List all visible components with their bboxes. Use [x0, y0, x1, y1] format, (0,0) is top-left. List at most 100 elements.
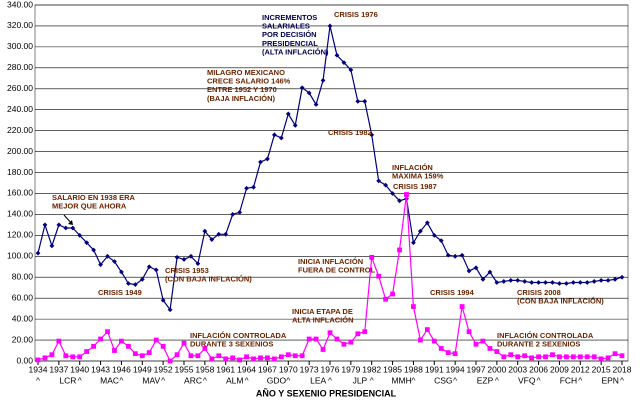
point — [383, 182, 389, 188]
point — [153, 337, 159, 343]
point — [98, 262, 103, 268]
point — [202, 228, 208, 234]
point — [146, 350, 152, 356]
annotation: INFLACIÓN CONTROLADA — [190, 331, 287, 340]
point — [550, 352, 555, 358]
point — [271, 356, 277, 362]
point — [355, 98, 361, 104]
point — [84, 349, 90, 354]
sexenio-marker: ^ — [286, 375, 290, 385]
point — [230, 212, 236, 217]
point — [292, 123, 298, 128]
point — [501, 279, 507, 284]
point — [63, 353, 69, 359]
sexenio-marker: ^ — [537, 375, 541, 385]
sexenio-marker: ^ — [495, 375, 499, 385]
point — [466, 268, 472, 274]
point — [271, 132, 277, 138]
sexenio-label: JLP — [353, 375, 368, 385]
sexenio-label: ARC — [184, 375, 202, 385]
annotation: INFLACIÓN — [392, 163, 433, 172]
plot-area — [34, 4, 629, 362]
point — [195, 353, 201, 359]
x-tick-label: 1949 — [133, 364, 152, 374]
point — [174, 254, 180, 260]
point — [313, 102, 319, 107]
x-tick-label: 1997 — [467, 364, 486, 374]
sexenio-marker: ^ — [370, 375, 374, 385]
annotation: SALARIO EN 1938 ERA — [52, 193, 136, 202]
annotation: CRISIS 1949 — [98, 288, 142, 297]
point — [202, 346, 208, 351]
point — [320, 77, 326, 83]
y-tick-label: 80.00 — [12, 271, 34, 281]
point — [501, 354, 507, 360]
point — [522, 353, 528, 359]
point — [598, 277, 604, 283]
sexenio-label: EPN — [601, 375, 618, 385]
point — [577, 280, 583, 285]
point — [63, 225, 69, 231]
point — [390, 191, 395, 196]
point — [508, 352, 514, 358]
point — [77, 232, 83, 238]
point — [320, 347, 326, 352]
point — [112, 259, 117, 264]
point — [251, 356, 256, 362]
sexenio-label: MMH — [391, 375, 411, 385]
annotation: POR DECISIÓN — [262, 30, 317, 39]
point — [139, 353, 145, 359]
point — [119, 269, 124, 275]
point — [334, 336, 340, 342]
point — [285, 352, 291, 358]
point — [424, 327, 430, 332]
point — [591, 279, 597, 284]
x-tick-label: 2006 — [529, 364, 548, 374]
sexenio-label: GDO — [267, 375, 287, 385]
point — [278, 135, 284, 141]
point — [181, 257, 187, 262]
point — [522, 279, 528, 284]
point — [334, 52, 340, 58]
x-tick-label: 1964 — [237, 364, 256, 374]
point — [411, 304, 416, 309]
sexenio-label: FCH — [560, 375, 577, 385]
point — [265, 355, 270, 361]
point — [563, 354, 569, 360]
annotation: CRISIS 1976 — [334, 10, 378, 19]
x-tick-label: 1985 — [383, 364, 402, 374]
point — [557, 354, 562, 360]
x-tick-label: 1979 — [341, 364, 360, 374]
point — [84, 240, 90, 246]
y-tick-label: 140.00 — [7, 209, 33, 219]
sexenio-marker: ^ — [453, 375, 457, 385]
point — [91, 343, 97, 349]
point — [473, 265, 479, 271]
point — [35, 250, 41, 256]
point — [438, 238, 444, 243]
annotation: CRISIS 2008 — [517, 288, 561, 297]
point — [536, 354, 541, 360]
point — [188, 353, 194, 359]
point — [348, 339, 354, 345]
x-tick-label: 1994 — [446, 364, 465, 374]
x-tick-label: 1958 — [195, 364, 214, 374]
y-tick-label: 300.00 — [7, 41, 33, 51]
point — [160, 343, 166, 349]
x-tick-label: 2000 — [487, 364, 506, 374]
x-tick-label: 1955 — [175, 364, 194, 374]
x-tick-label: 1940 — [70, 364, 89, 374]
point — [146, 264, 152, 270]
sexenio-label: EZP — [477, 375, 494, 385]
annotation: INFLACIÓN CONTROLADA — [497, 331, 594, 340]
point — [411, 240, 416, 246]
point — [417, 228, 423, 234]
sexenio-label: MAV — [142, 375, 160, 385]
point — [174, 352, 180, 358]
x-tick-label: 1988 — [404, 364, 423, 374]
annotation: ENTRE 1952 Y 1970 — [207, 85, 277, 94]
point — [494, 280, 500, 285]
sexenio-label: LEA — [310, 375, 326, 385]
point — [480, 276, 486, 282]
point — [376, 273, 382, 279]
